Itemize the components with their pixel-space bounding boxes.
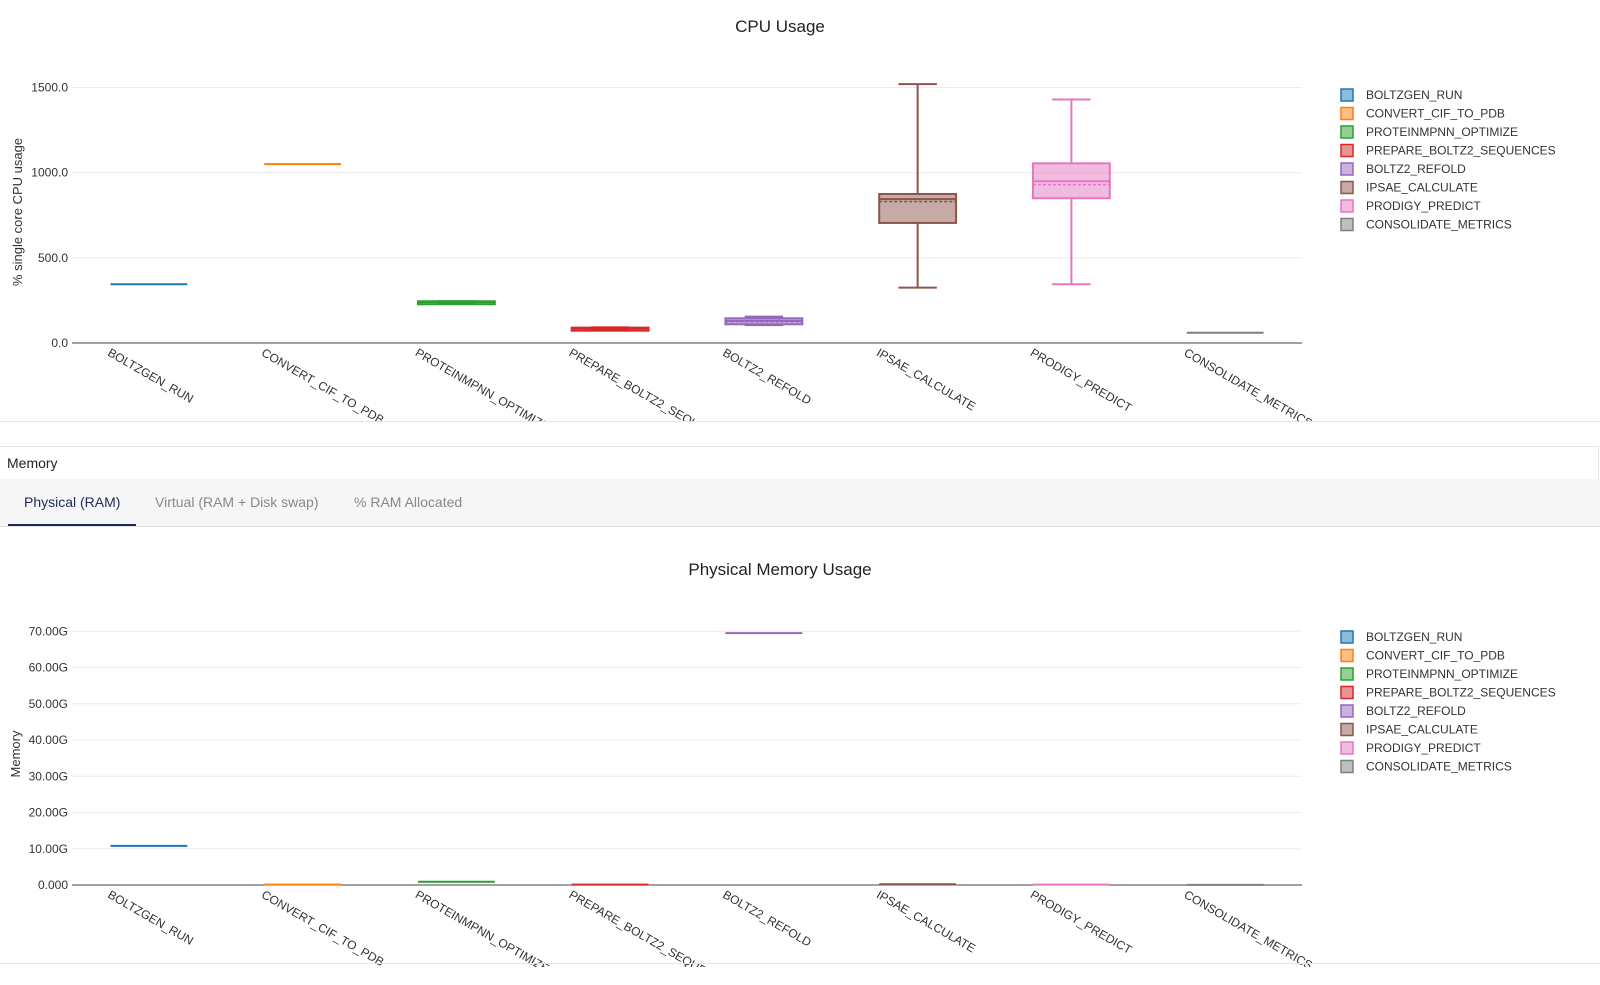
y-tick-label: 70.00G — [29, 624, 68, 638]
x-tick-label: IPSAE_CALCULATE — [874, 887, 978, 955]
tab-virtual-ram-disk-swap[interactable]: Virtual (RAM + Disk swap) — [155, 494, 319, 510]
y-tick-label: 1000.0 — [31, 166, 68, 180]
x-tick-label: PRODIGY_PREDICT — [1028, 345, 1135, 415]
x-tick-label: IPSAE_CALCULATE — [874, 345, 978, 413]
memory-panel-header: Memory — [0, 446, 1599, 480]
x-tick-label: CONSOLIDATE_METRICS — [1182, 345, 1315, 422]
legend-swatch — [1340, 630, 1354, 644]
legend-item-boltz2-refold[interactable]: BOLTZ2_REFOLD — [1340, 704, 1466, 718]
x-tick-label: PROTEINMPNN_OPTIMIZE — [413, 345, 552, 422]
legend-swatch — [1340, 199, 1354, 213]
legend-swatch — [1340, 125, 1354, 139]
tab-physical-ram[interactable]: Physical (RAM) — [8, 479, 137, 526]
legend-swatch — [1340, 648, 1354, 663]
legend-swatch — [1340, 685, 1354, 700]
legend-swatch — [1340, 759, 1354, 774]
x-tick-label: PROTEINMPNN_OPTIMIZE — [413, 887, 552, 967]
legend-swatch — [1340, 180, 1354, 195]
memory-tab-strip: Physical (RAM) Virtual (RAM + Disk swap)… — [0, 479, 1600, 527]
legend-swatch — [1340, 106, 1354, 121]
legend-item-prodigy-predict[interactable]: PRODIGY_PREDICT — [1340, 199, 1481, 213]
x-tick-label: CONSOLIDATE_METRICS — [1182, 887, 1315, 967]
legend-swatch — [1340, 88, 1354, 102]
tab-percent-ram-allocated[interactable]: % RAM Allocated — [354, 494, 463, 510]
x-tick-label: BOLTZ2_REFOLD — [720, 887, 814, 949]
legend-item-convert-cif-to-pdb[interactable]: CONVERT_CIF_TO_PDB — [1340, 106, 1505, 121]
memory-panel-title: Memory — [7, 455, 58, 471]
x-tick-label: BOLTZGEN_RUN — [105, 887, 196, 947]
box-prodigy-predict[interactable] — [1031, 98, 1111, 286]
legend-swatch — [1340, 143, 1354, 158]
legend-label: PRODIGY_PREDICT — [1366, 199, 1481, 213]
legend-label: PREPARE_BOLTZ2_SEQUENCES — [1366, 686, 1556, 700]
legend-label: BOLTZ2_REFOLD — [1366, 704, 1466, 718]
legend-label: PROTEINMPNN_OPTIMIZE — [1366, 125, 1518, 139]
legend-label: CONSOLIDATE_METRICS — [1366, 218, 1512, 232]
y-tick-label: 0.000 — [38, 878, 68, 892]
physical-memory-usage-chart: Physical Memory Usage Memory 0.000 10.00G… — [8, 560, 1556, 967]
legend-item-boltzgen-run[interactable]: BOLTZGEN_RUN — [1340, 630, 1462, 644]
x-tick-label: PRODIGY_PREDICT — [1028, 887, 1135, 957]
cpu-chart-title: CPU Usage — [735, 17, 825, 36]
legend-swatch — [1340, 741, 1354, 755]
bottom-divider — [0, 963, 1600, 964]
legend-item-boltz2-refold[interactable]: BOLTZ2_REFOLD — [1340, 162, 1466, 176]
legend-item-consolidate-metrics[interactable]: CONSOLIDATE_METRICS — [1340, 217, 1512, 232]
y-tick-label: 60.00G — [29, 661, 68, 675]
legend-label: PREPARE_BOLTZ2_SEQUENCES — [1366, 144, 1556, 158]
box-ipsae-calculate[interactable] — [878, 83, 958, 289]
legend-item-ipsae-calculate[interactable]: IPSAE_CALCULATE — [1340, 722, 1478, 737]
box-proteinmpnn-optimize[interactable] — [416, 300, 496, 306]
y-tick-label: 500.0 — [38, 251, 68, 265]
legend-label: CONVERT_CIF_TO_PDB — [1366, 649, 1505, 663]
legend-label: IPSAE_CALCULATE — [1366, 723, 1478, 737]
legend-item-proteinmpnn-optimize[interactable]: PROTEINMPNN_OPTIMIZE — [1340, 125, 1518, 139]
x-tick-label: BOLTZGEN_RUN — [105, 345, 196, 405]
y-tick-label: 10.00G — [29, 842, 68, 856]
legend-item-convert-cif-to-pdb[interactable]: CONVERT_CIF_TO_PDB — [1340, 648, 1505, 663]
legend-label: BOLTZGEN_RUN — [1366, 630, 1462, 644]
legend-item-ipsae-calculate[interactable]: IPSAE_CALCULATE — [1340, 180, 1478, 195]
legend-item-prodigy-predict[interactable]: PRODIGY_PREDICT — [1340, 741, 1481, 755]
y-tick-label: 30.00G — [29, 769, 68, 783]
cpu-usage-chart: CPU Usage % single core CPU usage 0.0 500… — [10, 17, 1556, 422]
legend-swatch — [1340, 667, 1354, 681]
legend-item-boltzgen-run[interactable]: BOLTZGEN_RUN — [1340, 88, 1462, 102]
box-boltz2-refold[interactable] — [724, 315, 804, 327]
legend-label: BOLTZGEN_RUN — [1366, 88, 1462, 102]
legend-label: IPSAE_CALCULATE — [1366, 181, 1478, 195]
legend-label: CONSOLIDATE_METRICS — [1366, 760, 1512, 774]
x-tick-label: CONVERT_CIF_TO_PDB — [259, 887, 386, 967]
legend-swatch — [1340, 162, 1354, 176]
x-tick-label: PREPARE_BOLTZ2_SEQUENCES — [567, 887, 738, 967]
legend-label: BOLTZ2_REFOLD — [1366, 162, 1466, 176]
y-tick-label: 20.00G — [29, 806, 68, 820]
legend-item-prepare-boltz2-sequences[interactable]: PREPARE_BOLTZ2_SEQUENCES — [1340, 143, 1556, 158]
legend-label: CONVERT_CIF_TO_PDB — [1366, 107, 1505, 121]
y-tick-label: 0.0 — [51, 336, 68, 350]
cpu-y-axis-label: % single core CPU usage — [10, 138, 25, 286]
legend-item-proteinmpnn-optimize[interactable]: PROTEINMPNN_OPTIMIZE — [1340, 667, 1518, 681]
y-tick-label: 1500.0 — [31, 81, 68, 95]
memory-chart-title: Physical Memory Usage — [688, 560, 871, 579]
legend-swatch — [1340, 722, 1354, 737]
legend-label: PROTEINMPNN_OPTIMIZE — [1366, 667, 1518, 681]
legend-label: PRODIGY_PREDICT — [1366, 741, 1481, 755]
memory-y-axis-label: Memory — [8, 730, 23, 777]
legend-swatch — [1340, 217, 1354, 232]
legend-item-prepare-boltz2-sequences[interactable]: PREPARE_BOLTZ2_SEQUENCES — [1340, 685, 1556, 700]
box-prepare-boltz2-sequences[interactable] — [570, 326, 650, 332]
x-tick-label: PREPARE_BOLTZ2_SEQUENCES — [567, 345, 738, 422]
chart-divider — [0, 421, 1600, 422]
y-tick-label: 50.00G — [29, 697, 68, 711]
x-tick-label: CONVERT_CIF_TO_PDB — [259, 345, 386, 422]
legend-item-consolidate-metrics[interactable]: CONSOLIDATE_METRICS — [1340, 759, 1512, 774]
legend-swatch — [1340, 704, 1354, 718]
x-tick-label: BOLTZ2_REFOLD — [720, 345, 814, 407]
y-tick-label: 40.00G — [29, 733, 68, 747]
